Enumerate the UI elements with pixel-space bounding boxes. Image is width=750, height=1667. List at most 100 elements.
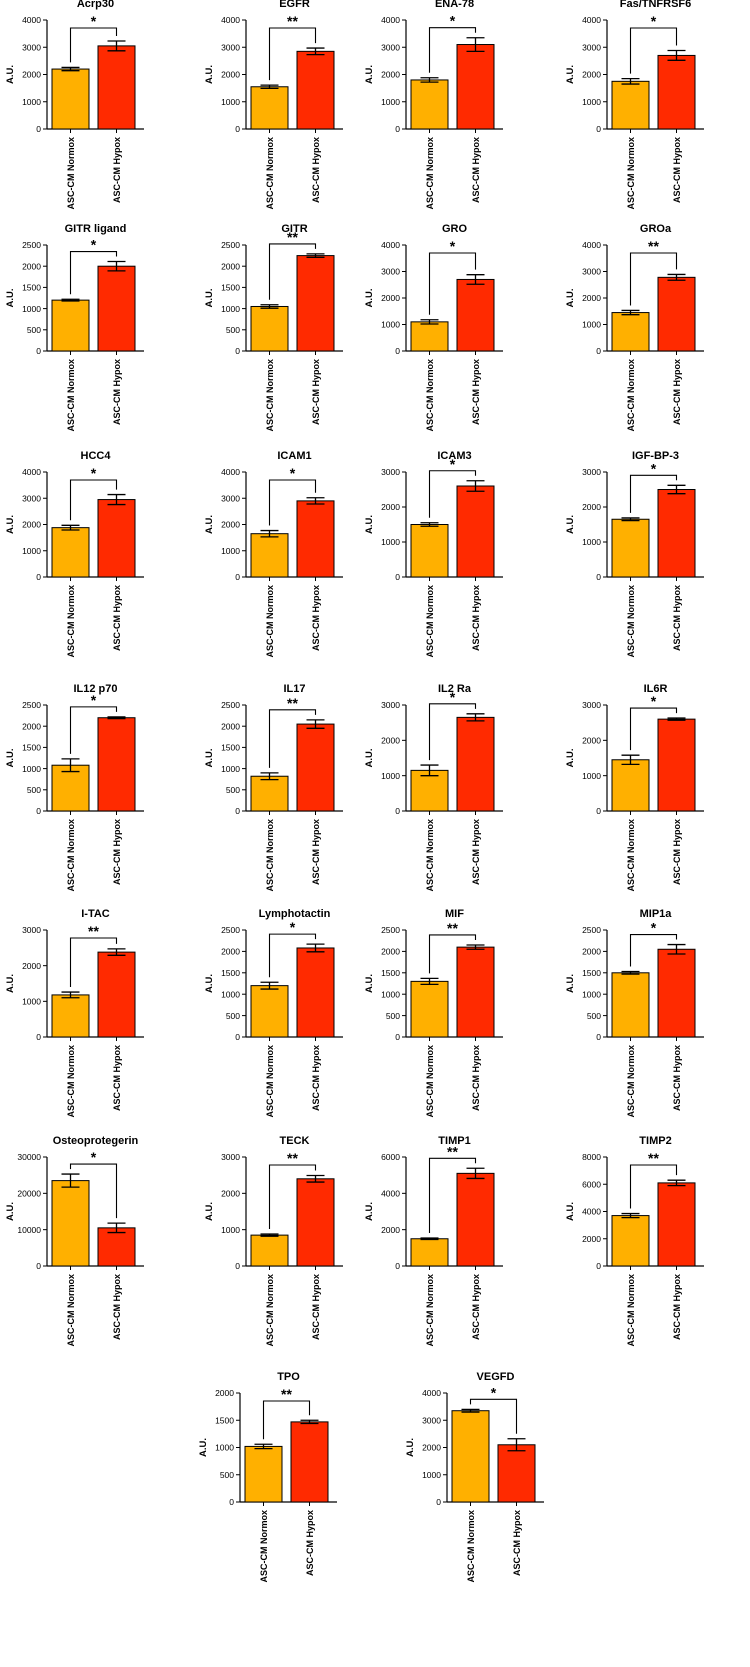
y-tick-label: 0 [235,1261,240,1271]
y-tick-label: 3000 [22,925,41,935]
y-tick-label: 3000 [22,493,41,503]
y-tick-label: 3000 [582,700,601,710]
bar-normox [410,321,449,352]
chart-panel: I-TAC 0 1000 2000 3000 A.U. ASC-CM Normox ASC-C… [5,908,144,1118]
x-tick-label: ASC-CM Hypox [112,585,122,651]
y-tick-label: 1000 [582,320,601,330]
chart-panel: EGFR 0 1000 2000 3000 4000 A.U. ASC-CM Normox AS… [204,0,343,210]
y-tick-label: 1000 [221,764,240,774]
bar-normox [611,972,650,1038]
chart-title: IL17 [283,683,305,695]
y-axis-label: A.U. [405,1438,416,1457]
y-tick-label: 30000 [17,1152,41,1162]
y-axis-label: A.U. [565,1202,576,1221]
y-tick-label: 0 [596,346,601,356]
x-tick-label: ASC-CM Hypox [672,819,682,885]
significance-bracket [629,252,678,306]
bar-hypox [497,1444,536,1503]
y-tick-label: 0 [395,1261,400,1271]
y-tick-label: 2000 [381,502,400,512]
y-tick-label: 500 [226,785,240,795]
y-tick-label: 1000 [221,1225,240,1235]
significance-marker: ** [88,923,99,939]
chart-panel: MIF 0 500 1000 1500 2000 2500 A.U. ASC-CM Normox… [364,908,503,1118]
bar-hypox [657,718,696,812]
y-tick-label: 3000 [221,1152,240,1162]
y-tick-label: 0 [395,806,400,816]
y-tick-label: 2000 [582,293,601,303]
y-tick-label: 500 [27,785,41,795]
y-tick-label: 2500 [221,925,240,935]
significance-bracket [428,27,477,73]
bar-hypox [290,1421,329,1503]
bar-normox [410,79,449,130]
bar-hypox [296,255,335,352]
chart-panel: VEGFD 0 1000 2000 3000 4000 A.U. ASC-CM Normox A… [405,1371,544,1583]
chart-title: Acrp30 [77,0,114,10]
bar-hypox [456,1172,495,1267]
y-tick-label: 2000 [221,721,240,731]
chart-title: ICAM3 [437,450,471,462]
y-tick-label: 1500 [221,968,240,978]
y-axis-label: A.U. [204,289,215,308]
bar-normox [51,1180,90,1267]
x-tick-label: ASC-CM Hypox [471,1045,481,1111]
y-tick-label: 4000 [582,1207,601,1217]
y-axis-label: A.U. [565,65,576,84]
y-tick-label: 6000 [381,1152,400,1162]
y-tick-label: 2500 [221,700,240,710]
bar-normox [611,518,650,578]
significance-marker: * [651,460,657,476]
chart-title: ICAM1 [277,450,311,462]
chart-panel: IL2 Ra 0 1000 2000 3000 A.U. ASC-CM Normox ASC-… [364,683,503,892]
y-tick-label: 4000 [22,15,41,25]
y-tick-label: 500 [220,1470,234,1480]
significance-bracket [268,243,317,300]
y-axis-label: A.U. [565,749,576,768]
chart-panel: TPO 0 500 1000 1500 2000 A.U. ASC-CM Normox ASC-… [198,1371,337,1583]
x-tick-label: ASC-CM Normox [626,819,636,892]
y-tick-label: 500 [386,1011,400,1021]
significance-marker: * [290,919,296,935]
chart-panel: ICAM1 0 1000 2000 3000 4000 A.U. ASC-CM Normox A… [204,450,343,658]
chart-panel: GITR ligand 0 500 1000 1500 2000 2500 A.U. ASC-C… [5,223,144,432]
bar-hypox [657,54,696,130]
x-tick-label: ASC-CM Hypox [112,137,122,203]
y-tick-label: 0 [596,1032,601,1042]
y-tick-label: 500 [27,325,41,335]
significance-marker: * [91,692,97,708]
y-tick-label: 0 [596,124,601,134]
chart-title: I-TAC [81,908,110,920]
x-tick-label: ASC-CM Hypox [311,359,321,425]
significance-marker: ** [447,920,458,936]
y-tick-label: 1500 [22,743,41,753]
x-tick-label: ASC-CM Hypox [311,137,321,203]
y-tick-label: 2000 [381,1225,400,1235]
y-tick-label: 2500 [221,240,240,250]
chart-panel: Acrp30 0 1000 2000 3000 4000 A.U. ASC-CM Normox… [5,0,144,210]
y-tick-label: 1000 [381,97,400,107]
bar-normox [250,985,289,1038]
chart-panel: Fas/TNFRSF6 0 1000 2000 3000 4000 A.U. ASC-CM N… [565,0,704,210]
chart-panel: TIMP2 0 2000 4000 6000 8000 A.U. ASC-CM Normox A… [565,1135,704,1347]
y-tick-label: 3000 [381,42,400,52]
x-tick-label: ASC-CM Normox [425,585,435,658]
y-axis-label: A.U. [5,1202,16,1221]
y-tick-label: 4000 [221,467,240,477]
bar-normox [410,769,449,812]
y-tick-label: 4000 [422,1388,441,1398]
x-tick-label: ASC-CM Hypox [311,1045,321,1111]
significance-marker: * [450,238,456,254]
bar-hypox [456,946,495,1038]
significance-marker: * [651,920,657,936]
y-tick-label: 2500 [582,925,601,935]
x-tick-label: ASC-CM Normox [425,359,435,432]
y-tick-label: 0 [235,346,240,356]
significance-marker: ** [287,695,298,711]
chart-title: HCC4 [81,450,112,462]
y-tick-label: 2000 [22,520,41,530]
y-axis-label: A.U. [5,749,16,768]
y-axis-label: A.U. [204,1202,215,1221]
bar-hypox [657,489,696,578]
y-tick-label: 4000 [381,15,400,25]
